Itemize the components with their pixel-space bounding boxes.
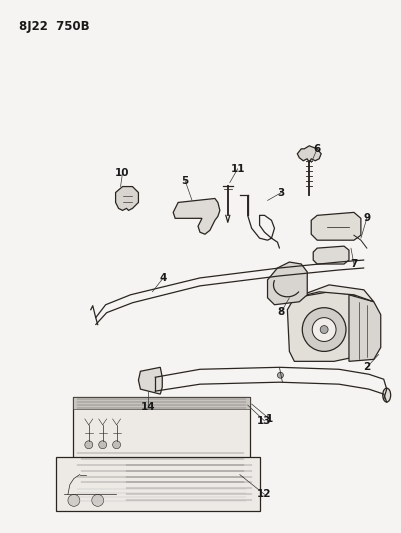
Text: 8: 8 — [278, 306, 285, 317]
Text: 13: 13 — [257, 416, 272, 426]
Polygon shape — [297, 146, 321, 163]
Circle shape — [320, 326, 328, 334]
Polygon shape — [288, 292, 359, 361]
Circle shape — [92, 495, 104, 506]
Text: 3: 3 — [278, 188, 285, 198]
Polygon shape — [115, 187, 138, 211]
Circle shape — [68, 495, 80, 506]
Circle shape — [302, 308, 346, 351]
Text: 4: 4 — [160, 273, 167, 283]
Circle shape — [99, 441, 107, 449]
Text: 5: 5 — [182, 175, 189, 185]
Text: 1: 1 — [266, 414, 273, 424]
Polygon shape — [349, 295, 381, 361]
Text: 7: 7 — [350, 259, 358, 269]
Circle shape — [277, 372, 284, 378]
Polygon shape — [267, 262, 307, 305]
FancyBboxPatch shape — [73, 397, 250, 409]
Polygon shape — [313, 246, 349, 264]
FancyBboxPatch shape — [56, 457, 259, 511]
Polygon shape — [173, 198, 220, 234]
FancyBboxPatch shape — [73, 397, 250, 504]
Text: 6: 6 — [314, 144, 321, 154]
Ellipse shape — [383, 388, 391, 402]
Circle shape — [113, 441, 121, 449]
Polygon shape — [138, 367, 162, 394]
FancyBboxPatch shape — [73, 487, 250, 504]
Polygon shape — [311, 212, 361, 240]
Circle shape — [85, 441, 93, 449]
Text: 2: 2 — [363, 362, 371, 372]
Circle shape — [312, 318, 336, 342]
Text: 11: 11 — [231, 164, 245, 174]
Text: 12: 12 — [257, 489, 272, 499]
Text: 10: 10 — [115, 168, 130, 177]
Text: 9: 9 — [363, 213, 371, 223]
Polygon shape — [294, 285, 374, 302]
Text: 8J22  750B: 8J22 750B — [19, 20, 90, 33]
Text: 14: 14 — [141, 402, 156, 412]
